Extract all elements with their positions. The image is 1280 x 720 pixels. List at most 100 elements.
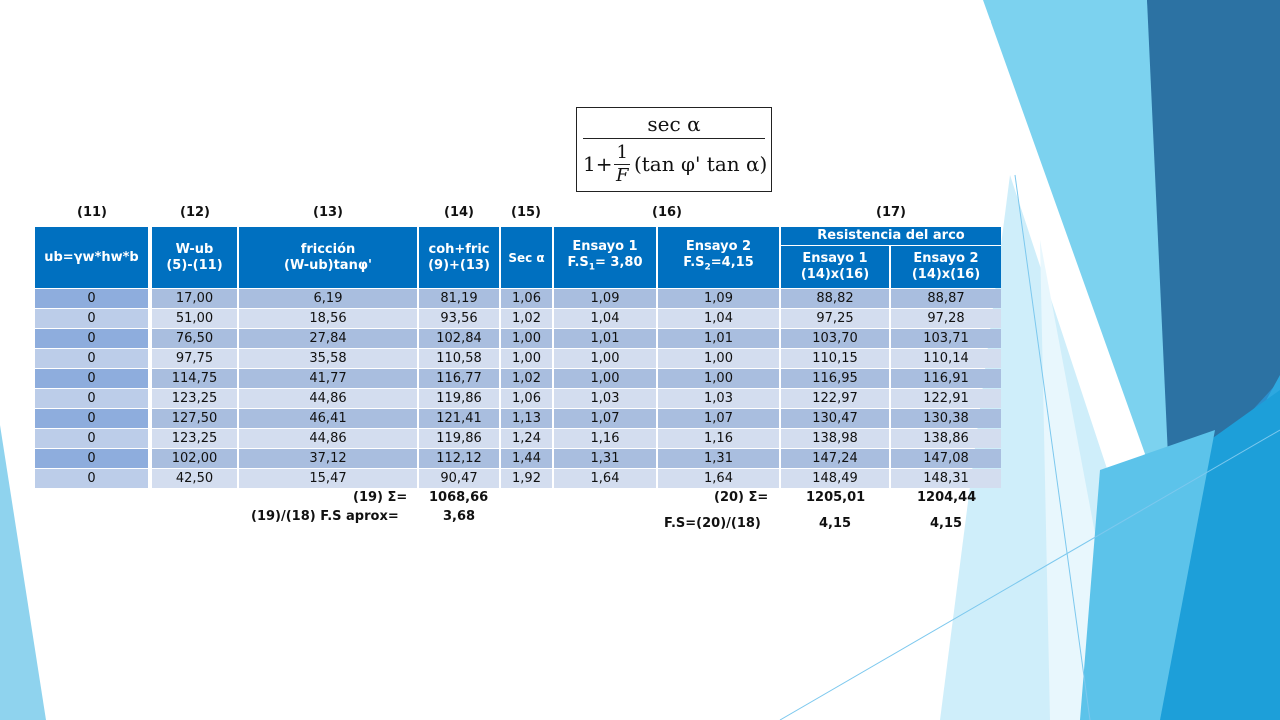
- cell-sec-alpha: 1,92: [501, 469, 552, 488]
- cell-arc-ensayo1: 116,95: [781, 369, 889, 388]
- cell-friccion: 27,84: [239, 329, 417, 348]
- cell-ensayo2-fs: 1,04: [658, 309, 779, 328]
- cell-friccion: 44,86: [239, 389, 417, 408]
- cell-ub: 0: [35, 409, 148, 428]
- cell-ub: 0: [35, 329, 148, 348]
- cell-arc-ensayo2: 110,14: [891, 349, 1001, 368]
- header-arc-ensayo1: Ensayo 1 (14)x(16): [781, 246, 889, 288]
- column-number-13: (13): [313, 205, 343, 220]
- sum19-label: (19) Σ=: [353, 490, 408, 505]
- header-sec-alpha: Sec α: [501, 227, 552, 288]
- column-number-12: (12): [180, 205, 210, 220]
- column-number-17: (17): [876, 205, 906, 220]
- cell-arc-ensayo2: 130,38: [891, 409, 1001, 428]
- header-ub: ub=γw*hw*b: [35, 227, 148, 288]
- decor-line-3: [1014, 174, 1091, 720]
- cell-ensayo2-fs: 1,07: [658, 409, 779, 428]
- header-arc-ensayo2-line2: (14)x(16): [911, 267, 981, 282]
- sum20-value-ensayo1: 1205,01: [806, 490, 866, 505]
- header-w-ub: W-ub (5)-(11): [152, 227, 237, 288]
- column-number-11: (11): [77, 205, 107, 220]
- cell-ub: 0: [35, 309, 148, 328]
- formula-inner-fraction: 1 F: [614, 141, 630, 187]
- cell-ub: 0: [35, 389, 148, 408]
- cell-sec-alpha: 1,06: [501, 389, 552, 408]
- fs-final-ensayo2: 4,15: [930, 516, 963, 531]
- cell-arc-ensayo2: 122,91: [891, 389, 1001, 408]
- cell-w-ub: 17,00: [152, 289, 237, 308]
- cell-friccion: 35,58: [239, 349, 417, 368]
- decor-bottom-light: [1080, 430, 1215, 720]
- header-arc-ensayo1-line1: Ensayo 1: [802, 251, 868, 266]
- decor-right-dark: [1147, 0, 1280, 500]
- cell-friccion: 37,12: [239, 449, 417, 468]
- fs-final-label: F.S=(20)/(18): [664, 516, 761, 531]
- formula-tail: (tan φ' tan α): [633, 152, 768, 176]
- cell-ub: 0: [35, 469, 148, 488]
- header-ensayo1-line2: F.S1= 3,80: [567, 255, 642, 276]
- decor-bottom-bright: [1160, 390, 1280, 720]
- decor-left-sliver: [0, 425, 46, 720]
- sum20-value-ensayo2: 1204,44: [917, 490, 977, 505]
- cell-coh-fric: 119,86: [419, 389, 499, 408]
- cell-w-ub: 51,00: [152, 309, 237, 328]
- cell-w-ub: 76,50: [152, 329, 237, 348]
- sum20-label: (20) Σ=: [714, 490, 769, 505]
- cell-friccion: 18,56: [239, 309, 417, 328]
- cell-w-ub: 97,75: [152, 349, 237, 368]
- cell-ensayo2-fs: 1,31: [658, 449, 779, 468]
- fs-aprox-value: 3,68: [443, 509, 476, 524]
- cell-arc-ensayo1: 97,25: [781, 309, 889, 328]
- cell-ensayo1-fs: 1,01: [554, 329, 656, 348]
- cell-w-ub: 123,25: [152, 389, 237, 408]
- fs-aprox-label: (19)/(18) F.S aprox=: [251, 509, 399, 524]
- header-ensayo1-fs-label: F.S: [567, 255, 589, 271]
- fs-final-ensayo1: 4,15: [819, 516, 852, 531]
- header-w-ub-line1: W-ub: [175, 241, 214, 257]
- secant-formula: sec α 1+ 1 F (tan φ' tan α): [576, 107, 772, 192]
- cell-ensayo1-fs: 1,00: [554, 369, 656, 388]
- cell-ensayo1-fs: 1,07: [554, 409, 656, 428]
- header-coh-fric: coh+fric (9)+(13): [419, 227, 499, 288]
- cell-ub: 0: [35, 429, 148, 448]
- header-ensayo2-fs-label: F.S: [683, 255, 705, 271]
- formula-lead: 1+: [583, 152, 613, 176]
- cell-ensayo1-fs: 1,09: [554, 289, 656, 308]
- cell-w-ub: 123,25: [152, 429, 237, 448]
- cell-arc-ensayo1: 122,97: [781, 389, 889, 408]
- header-ensayo2-fs: Ensayo 2 F.S2=4,15: [658, 227, 779, 288]
- header-ensayo2-line1: Ensayo 2: [685, 239, 752, 255]
- cell-arc-ensayo1: 130,47: [781, 409, 889, 428]
- cell-arc-ensayo2: 148,31: [891, 469, 1001, 488]
- header-coh-fric-line2: (9)+(13): [428, 257, 490, 273]
- cell-friccion: 6,19: [239, 289, 417, 308]
- cell-coh-fric: 112,12: [419, 449, 499, 468]
- cell-coh-fric: 81,19: [419, 289, 499, 308]
- formula-inner-num: 1: [614, 141, 630, 165]
- header-coh-fric-line1: coh+fric: [428, 241, 490, 257]
- header-arc-ensayo2-line1: Ensayo 2: [913, 251, 979, 266]
- cell-ensayo2-fs: 1,00: [658, 349, 779, 368]
- cell-ensayo1-fs: 1,00: [554, 349, 656, 368]
- cell-ub: 0: [35, 449, 148, 468]
- cell-arc-ensayo2: 97,28: [891, 309, 1001, 328]
- header-resistencia-arco: Resistencia del arco: [781, 227, 1001, 245]
- formula-inner-den: F: [615, 164, 629, 186]
- header-w-ub-line2: (5)-(11): [166, 257, 223, 273]
- formula-denominator: 1+ 1 F (tan φ' tan α): [583, 138, 767, 190]
- cell-sec-alpha: 1,06: [501, 289, 552, 308]
- cell-ub: 0: [35, 289, 148, 308]
- cell-coh-fric: 93,56: [419, 309, 499, 328]
- cell-w-ub: 127,50: [152, 409, 237, 428]
- cell-sec-alpha: 1,44: [501, 449, 552, 468]
- sum19-value: 1068,66: [429, 490, 489, 505]
- header-ensayo1-fs: Ensayo 1 F.S1= 3,80: [554, 227, 656, 288]
- cell-ub: 0: [35, 349, 148, 368]
- cell-ensayo2-fs: 1,00: [658, 369, 779, 388]
- cell-ub: 0: [35, 369, 148, 388]
- cell-ensayo2-fs: 1,09: [658, 289, 779, 308]
- cell-ensayo2-fs: 1,64: [658, 469, 779, 488]
- cell-sec-alpha: 1,02: [501, 369, 552, 388]
- cell-ensayo1-fs: 1,64: [554, 469, 656, 488]
